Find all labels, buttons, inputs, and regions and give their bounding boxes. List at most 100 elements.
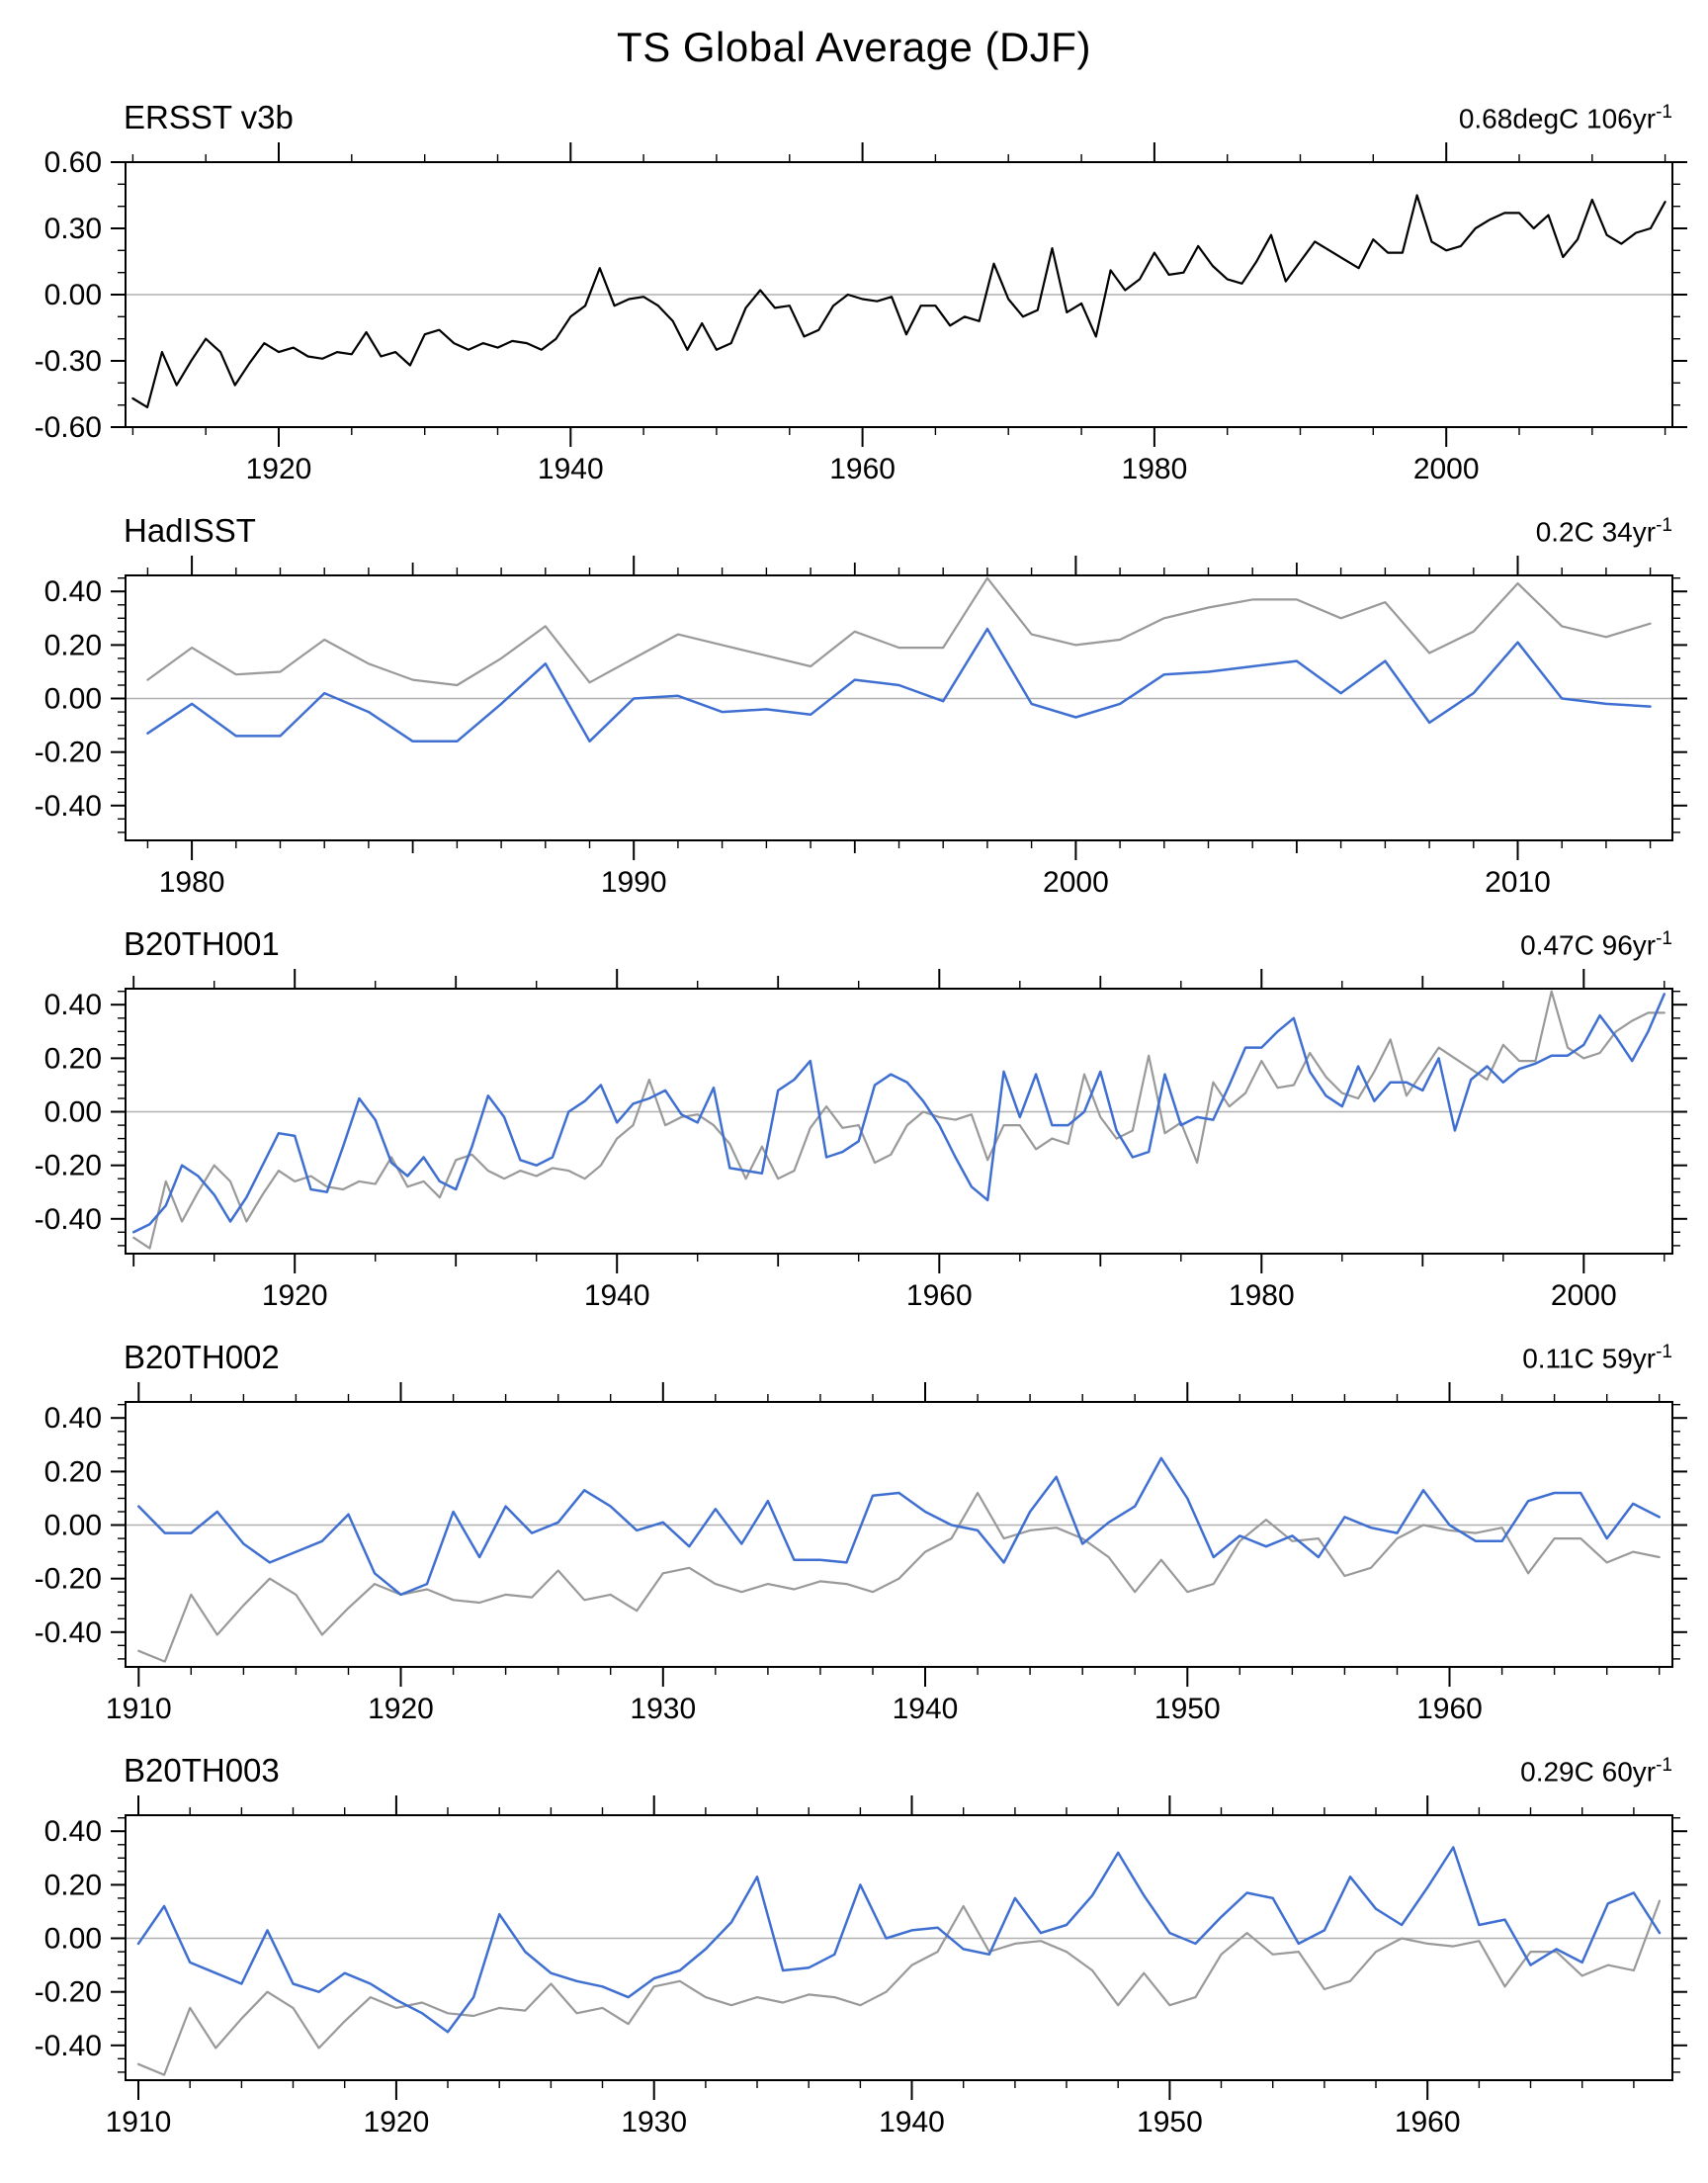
x-axis-tick-label: 1960: [1395, 2106, 1461, 2139]
x-axis-tick-label: 1920: [368, 1693, 434, 1725]
y-axis-tick-label: -0.20: [35, 1150, 102, 1182]
trend-text: 0.11C 59yr: [1522, 1343, 1657, 1373]
y-axis-tick-label: 0.00: [44, 1096, 102, 1129]
x-axis-tick-label: 1980: [1122, 453, 1188, 485]
panel-label: HadISST: [124, 512, 256, 549]
x-axis-tick-label: 1940: [538, 453, 604, 485]
chart-b20th001: 1920 1940 1960 1980 2000 0.40 0.20 0.00 -0.20 -0.…: [35, 969, 1687, 1312]
panel-label: B20TH002: [124, 1339, 280, 1375]
trend-text: 0.68degC 106yr: [1458, 103, 1657, 133]
panel-header: B20TH001 0.47C 96yr-1: [0, 916, 1708, 963]
trend-exponent: -1: [1656, 514, 1672, 536]
panel-label: B20TH001: [124, 925, 280, 962]
trend-annotation: 0.2C 34yr-1: [1536, 515, 1672, 548]
x-axis-tick-label: 1930: [630, 1693, 696, 1725]
panel-header: B20TH002 0.11C 59yr-1: [0, 1329, 1708, 1376]
panel-b20th001: B20TH001 0.47C 96yr-1 1920 1940 1960 1980 20…: [0, 916, 1708, 1319]
series-ersst-ref: [146, 576, 1652, 687]
y-axis-tick-label: -0.40: [35, 1203, 102, 1236]
x-axis-tick-label: 1940: [584, 1279, 650, 1312]
y-axis-tick-label: 0.60: [44, 146, 102, 179]
x-axis-tick-label: 1990: [601, 866, 667, 899]
y-axis-tick-label: -0.20: [35, 1976, 102, 2009]
plot-frame: [125, 1814, 1673, 2081]
panel-hadisst: HadISST 0.2C 34yr-1 1980 1990 2000 2010 0.40…: [0, 502, 1708, 906]
chart-hadisst: 1980 1990 2000 2010 0.40 0.20 0.00 -0.20 -0.40: [35, 556, 1687, 899]
trend-exponent: -1: [1656, 101, 1672, 123]
series-b20th001: [131, 993, 1666, 1234]
y-axis-tick-label: -0.40: [35, 790, 102, 823]
trend-text: 0.47C 96yr: [1520, 929, 1657, 960]
plot-frame: [125, 988, 1673, 1255]
series-b20th002: [137, 1456, 1661, 1597]
x-axis-tick-label: 1980: [159, 866, 225, 899]
trend-text: 0.29C 60yr: [1520, 1756, 1657, 1787]
x-axis-tick-label: 2000: [1043, 866, 1109, 899]
y-axis-tick-label: -0.40: [35, 1616, 102, 1649]
y-axis-tick-label: 0.00: [44, 279, 102, 311]
y-axis-tick-label: 0.30: [44, 213, 102, 245]
x-axis-tick-label: 1920: [364, 2106, 430, 2139]
panel-label: B20TH003: [124, 1752, 280, 1789]
trend-exponent: -1: [1656, 1754, 1672, 1776]
trend-exponent: -1: [1656, 927, 1672, 949]
x-axis-tick-label: 1910: [106, 1693, 172, 1725]
trend-annotation: 0.47C 96yr-1: [1520, 928, 1672, 961]
panel-header: ERSST v3b 0.68degC 106yr-1: [0, 89, 1708, 136]
y-axis-tick-label: -0.30: [35, 345, 102, 378]
panel-header: HadISST 0.2C 34yr-1: [0, 502, 1708, 550]
y-axis-tick-label: -0.20: [35, 737, 102, 769]
chart-b20th002: 1910 1920 1930 1940 1950 1960 0.40 0.20 0.00 -0.2…: [35, 1382, 1687, 1725]
y-axis-tick-label: 0.20: [44, 1869, 102, 1901]
plot-frame: [125, 1401, 1673, 1668]
x-axis-tick-label: 1920: [246, 453, 312, 485]
y-axis-tick-label: 0.00: [44, 1923, 102, 1956]
y-axis-tick-label: -0.40: [35, 2030, 102, 2062]
series-b20th003: [136, 1846, 1662, 2034]
series-ersst-v3b: [131, 194, 1666, 408]
x-axis-tick-label: 1930: [621, 2106, 687, 2139]
trend-annotation: 0.11C 59yr-1: [1522, 1342, 1672, 1374]
series-ersst-ref: [137, 1491, 1661, 1663]
trend-annotation: 0.68degC 106yr-1: [1459, 102, 1672, 134]
trend-exponent: -1: [1656, 1341, 1672, 1362]
x-axis-tick-label: 1980: [1229, 1279, 1295, 1312]
x-axis-tick-label: 2010: [1485, 866, 1551, 899]
x-axis-tick-label: 1910: [106, 2106, 172, 2139]
page-title: TS Global Average (DJF): [617, 24, 1091, 70]
x-axis-tick-label: 1960: [1416, 1693, 1483, 1725]
x-axis-tick-label: 1960: [829, 453, 896, 485]
panel-header: B20TH003 0.29C 60yr-1: [0, 1742, 1708, 1790]
series-ersst-ref: [132, 990, 1665, 1250]
chart-b20th003: 1910 1920 1930 1940 1950 1960 0.40 0.20 0.00 -0.2…: [35, 1795, 1687, 2139]
x-axis-tick-label: 1960: [906, 1279, 973, 1312]
y-axis-tick-label: 0.20: [44, 1042, 102, 1075]
x-axis-tick-label: 1920: [262, 1279, 328, 1312]
x-axis-tick-label: 2000: [1551, 1279, 1617, 1312]
y-axis-tick-label: 0.20: [44, 629, 102, 661]
y-axis-tick-label: 0.20: [44, 1455, 102, 1488]
trend-text: 0.2C 34yr: [1535, 516, 1657, 547]
series-hadisst: [146, 627, 1652, 743]
x-axis-tick-label: 1940: [879, 2106, 945, 2139]
y-axis-tick-label: -0.20: [35, 1563, 102, 1596]
y-axis-tick-label: 0.00: [44, 683, 102, 716]
y-axis-tick-label: 0.00: [44, 1510, 102, 1542]
panel-b20th002: B20TH002 0.11C 59yr-1 1910 1920 1930 1940 19…: [0, 1329, 1708, 1732]
trend-annotation: 0.29C 60yr-1: [1520, 1755, 1672, 1788]
x-axis-tick-label: 1950: [1154, 1693, 1221, 1725]
panel-b20th003: B20TH003 0.29C 60yr-1 1910 1920 1930 1940 19…: [0, 1742, 1708, 2145]
chart-ersst-v3b: 1920 1940 1960 1980 2000 0.60 0.30 0.00 -0.30 -0.…: [35, 142, 1687, 485]
panel-ersst-v3b: ERSST v3b 0.68degC 106yr-1 1920 1940 1960 1…: [0, 89, 1708, 492]
x-axis-tick-label: 1940: [893, 1693, 959, 1725]
series-ersst-ref: [136, 1899, 1662, 2076]
y-axis-tick-label: -0.60: [35, 411, 102, 444]
x-axis-tick-label: 1950: [1137, 2106, 1203, 2139]
y-axis-tick-label: 0.40: [44, 1815, 102, 1848]
panel-label: ERSST v3b: [124, 99, 294, 135]
y-axis-tick-label: 0.40: [44, 1402, 102, 1435]
y-axis-tick-label: 0.40: [44, 575, 102, 608]
y-axis-tick-label: 0.40: [44, 989, 102, 1021]
x-axis-tick-label: 2000: [1413, 453, 1480, 485]
